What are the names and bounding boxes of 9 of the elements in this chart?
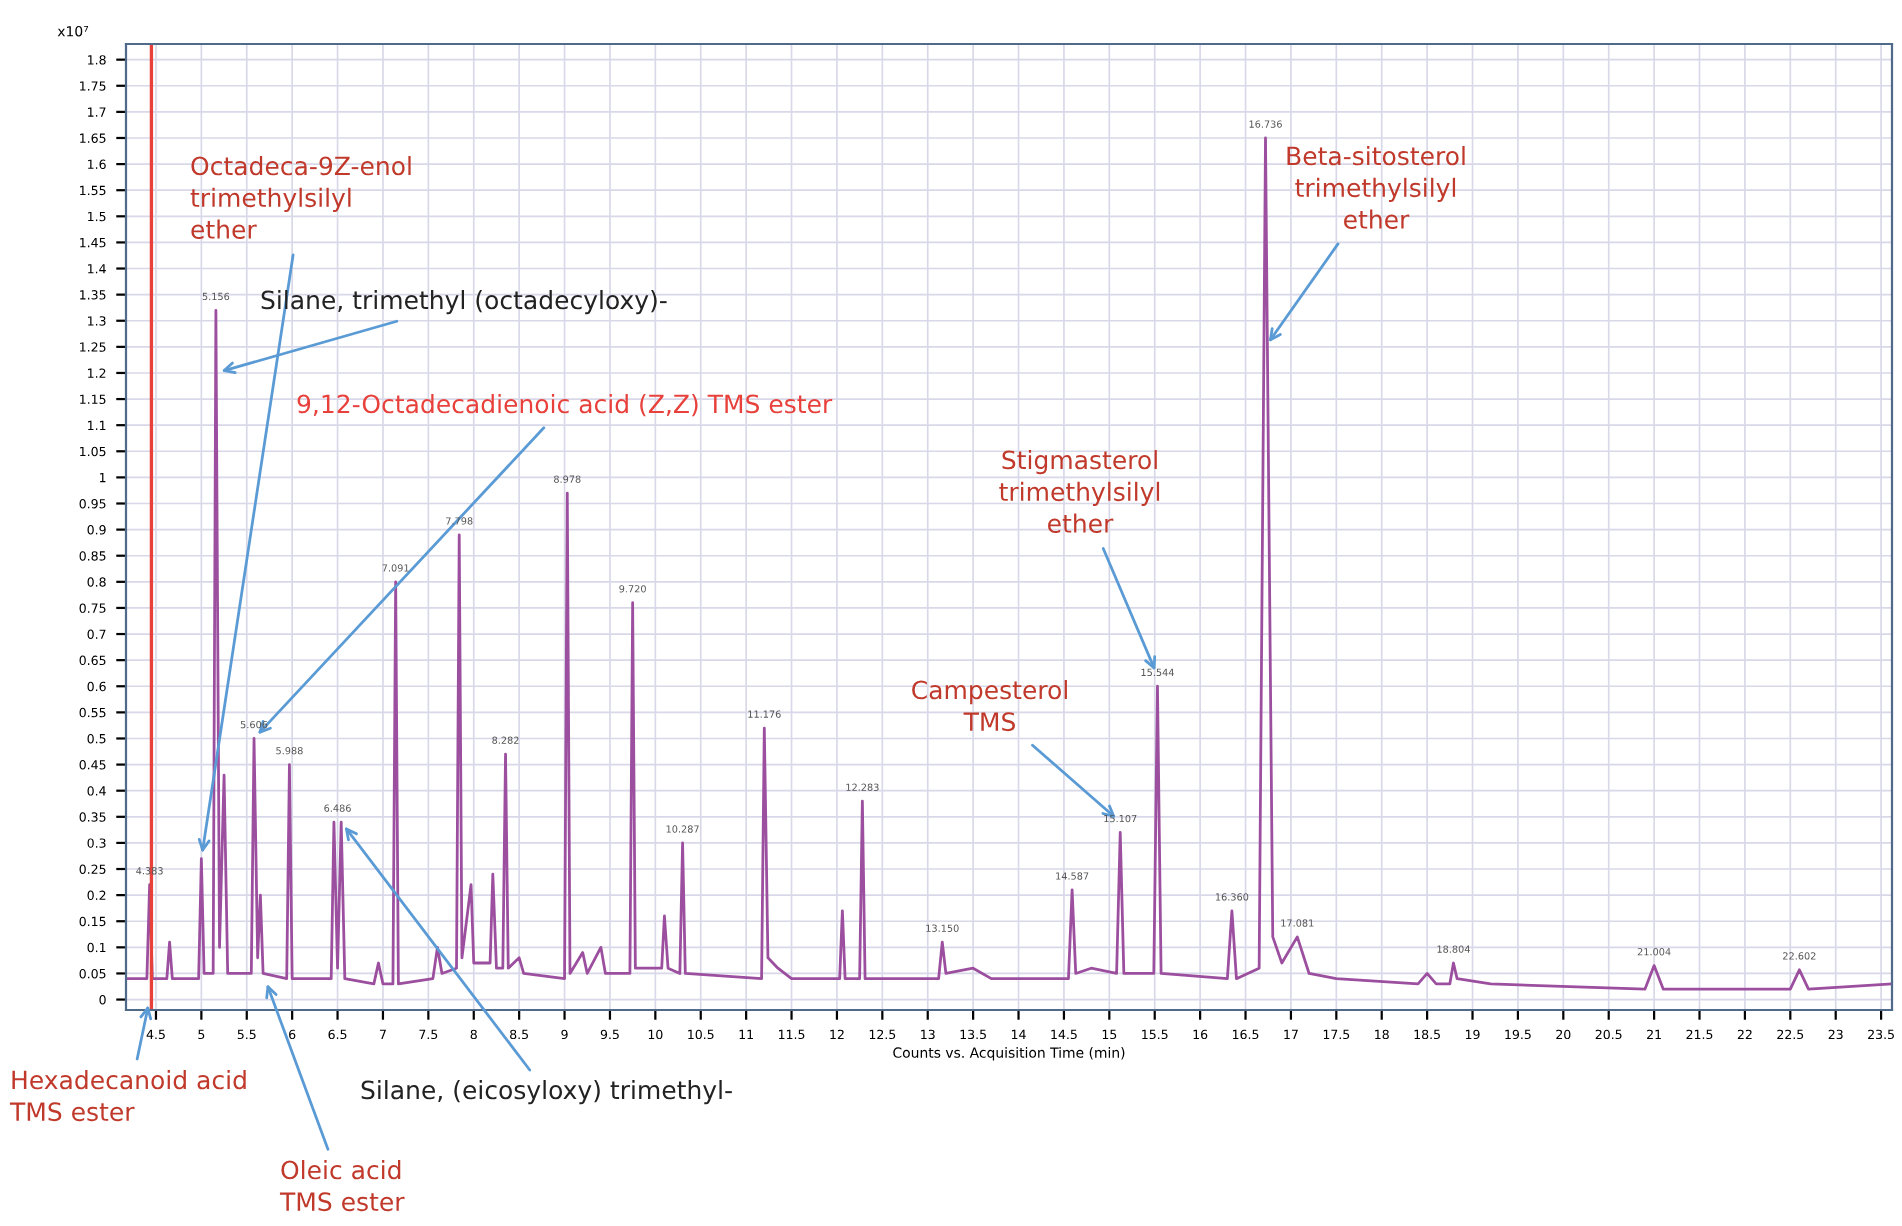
annotation: Silane, (eicosyloxy) trimethyl- (361, 1080, 732, 1105)
annotation: Campesterol TMS (912, 680, 1067, 732)
line-series (126, 136, 1892, 991)
annotation: Octadeca-9Z-enol trimethylsilyl ether (190, 156, 411, 239)
annotation: Stigmasterol trimethylsilyl ether (999, 450, 1160, 533)
annotation: 9,12-Octadecadienoic acid (Z,Z) TMS ester (297, 394, 833, 417)
annotation: Oleic acid TMS ester (279, 1160, 405, 1212)
annotation: Beta-sitosterol trimethylsilyl ether (1287, 146, 1465, 229)
annotation: Hexadecanoid acid TMS ester (9, 1070, 246, 1122)
